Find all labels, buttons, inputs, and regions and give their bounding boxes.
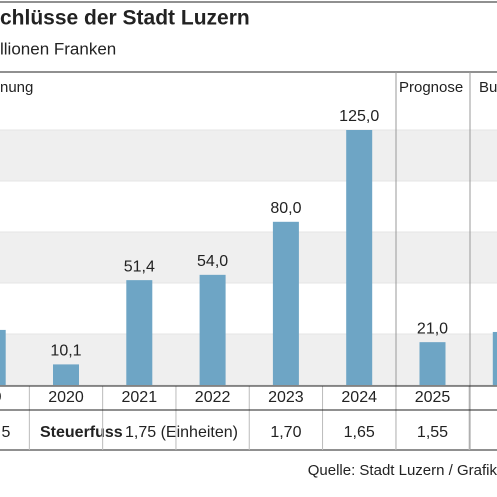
tax-value: 1,55 [417,424,448,441]
grid-band [0,130,497,181]
x-tick-label: 2025 [415,389,451,406]
tax-label: Steuerfuss [40,424,123,441]
x-tick-label: 2020 [48,389,84,406]
source: Quelle: Stadt Luzern / Grafik [308,462,497,479]
section-label: nung [0,79,33,96]
x-tick-label: 2024 [341,389,377,406]
x-tick-label: 2023 [268,389,304,406]
value-label: 54,0 [197,253,228,270]
tax-value: 1,70 [270,424,301,441]
grid-band [0,334,497,385]
tax-value: 5 [2,424,11,441]
value-label: 10,1 [50,343,81,360]
tax-unit: 1,75 (Einheiten) [125,424,238,441]
bar [126,280,153,385]
value-label: 80,0 [270,200,301,217]
value-label: 51,4 [124,258,155,275]
bar [346,130,373,385]
x-tick-label: 19 [0,389,2,406]
chart-title: chlüsse der Stadt Luzern [0,7,250,30]
grid-band [0,232,497,283]
section-label: Bu [479,79,497,96]
bar [272,221,299,385]
value-label: 125,0 [339,108,379,125]
section-label: Prognose [399,79,463,96]
value-label: 21,0 [417,320,448,337]
x-tick-label: 2022 [195,389,231,406]
bar [53,364,79,385]
bar [199,274,226,385]
x-tick-label: 2021 [122,389,158,406]
tax-row: 5 Steuerfuss 1,75 (Einheiten) [2,424,238,441]
bar [419,342,446,385]
tax-value: 1,65 [344,424,375,441]
chart-subtitle: llionen Franken [0,39,116,58]
bar [492,331,497,385]
bar [0,329,6,385]
